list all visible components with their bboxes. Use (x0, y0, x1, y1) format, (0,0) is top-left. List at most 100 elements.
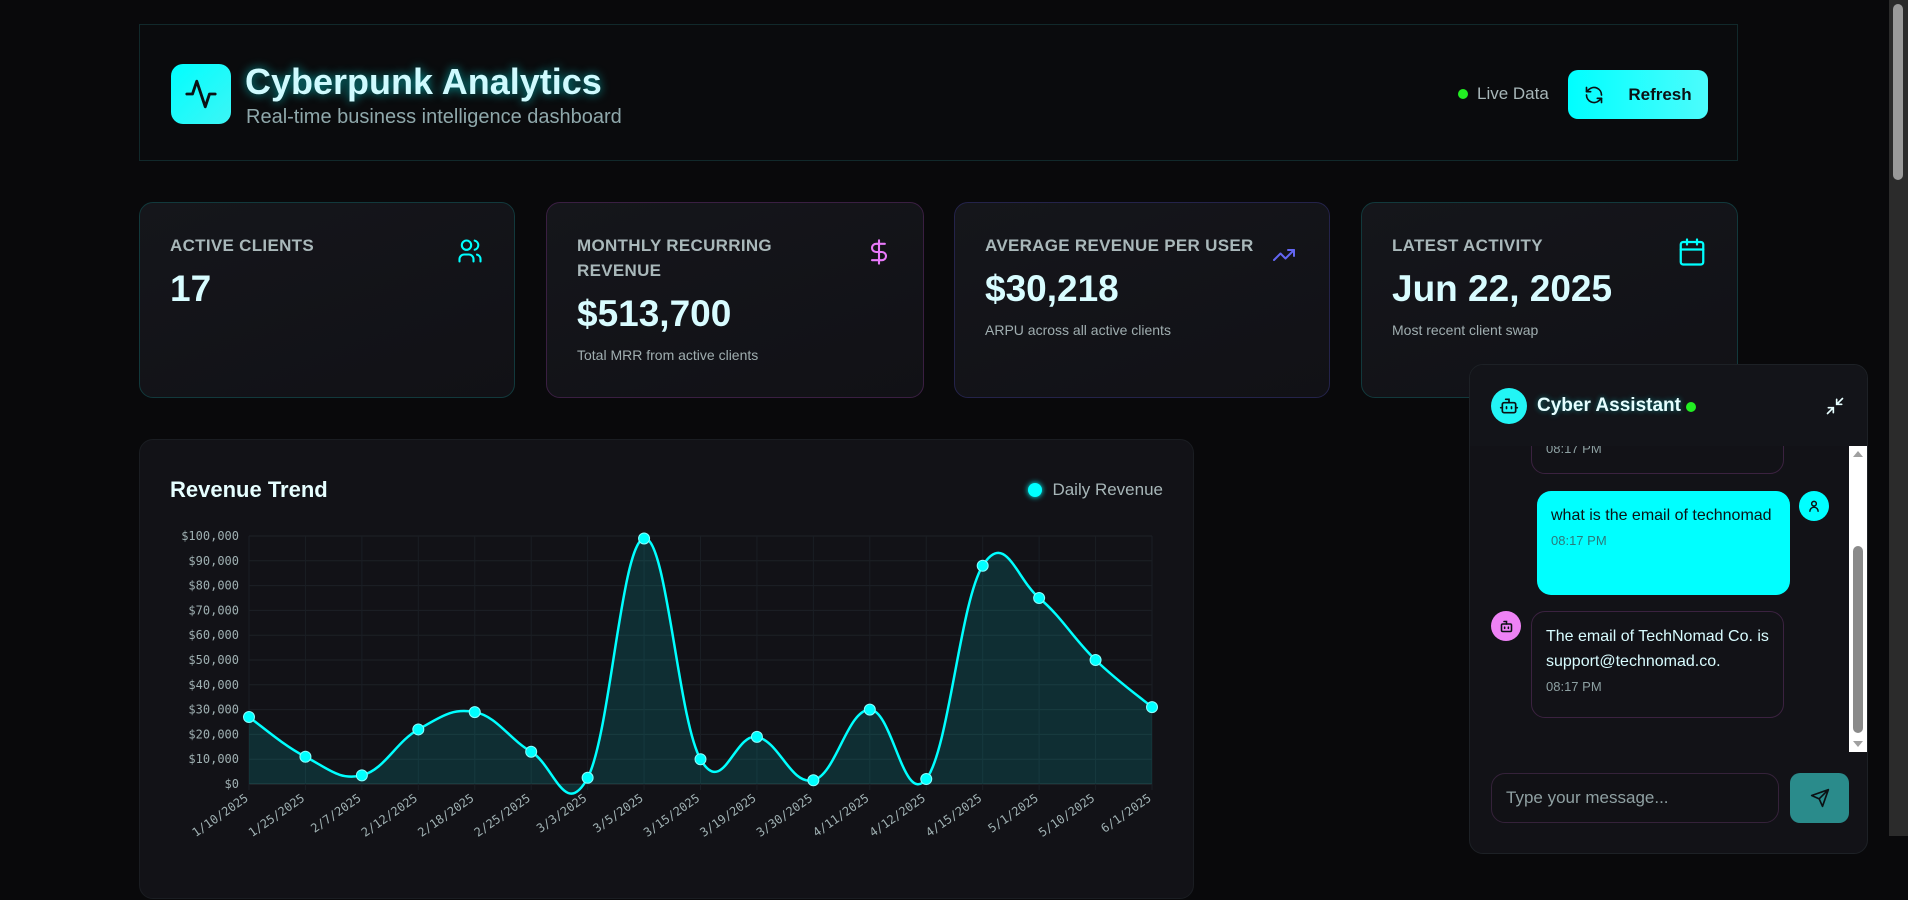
x-tick-label: 4/12/2025 (867, 791, 928, 840)
app-subtitle: Real-time business intelligence dashboar… (246, 106, 622, 128)
x-tick-label: 4/11/2025 (810, 791, 871, 840)
data-point (638, 532, 651, 545)
y-tick-label: $0 (225, 777, 239, 791)
activity-logo-icon (171, 64, 231, 124)
chat-message-input[interactable] (1491, 773, 1779, 823)
user-message: what is the email of technomad 08:17 PM (1537, 491, 1790, 595)
revenue-line-chart: $0 $10,000 $20,000 $30,000 $40,000 $50,000 $60… (181, 529, 1158, 840)
data-point (243, 711, 255, 724)
stat-card-arpu: AVERAGE REVENUE PER USER $30,218 ARPU ac… (954, 202, 1330, 398)
y-tick-label: $10,000 (188, 752, 239, 766)
legend-marker (1028, 483, 1043, 497)
refresh-label: Refresh (1628, 84, 1692, 104)
revenue-area (249, 538, 1152, 794)
refresh-icon (1586, 86, 1603, 103)
x-tick-label: 3/15/2025 (641, 791, 702, 840)
message-text: what is the email of technomad (1551, 507, 1772, 524)
dashboard-header: Cyberpunk Analytics Real-time business i… (139, 24, 1738, 161)
scrollbar-thumb[interactable] (1853, 546, 1863, 733)
y-tick-label: $20,000 (188, 727, 239, 741)
data-point (1033, 592, 1046, 604)
x-tick-label: 6/1/2025 (1098, 791, 1153, 836)
stat-label: LATEST ACTIVITY (1392, 236, 1543, 255)
revenue-trend-chart-card: Revenue Trend Daily Revenue $0 $10,000 $20… (139, 439, 1194, 899)
page-scrollbar-thumb[interactable] (1893, 4, 1903, 180)
stat-subtext: Most recent client swap (1392, 322, 1539, 338)
message-time: 08:17 PM (1546, 679, 1602, 694)
data-point (1089, 654, 1102, 666)
x-tick-label: 4/15/2025 (923, 791, 984, 840)
stat-subtext: Total MRR from active clients (577, 347, 759, 363)
data-point (863, 703, 876, 716)
x-tick-label: 3/19/2025 (697, 791, 758, 840)
page-scrollbar[interactable] (1889, 0, 1908, 836)
chart-legend[interactable]: Daily Revenue (1028, 480, 1163, 500)
send-button[interactable] (1790, 773, 1849, 823)
y-tick-label: $60,000 (188, 628, 239, 642)
bot-message: The email of TechNomad Co. is support@te… (1531, 611, 1784, 718)
chart-title: Revenue Trend (170, 477, 328, 502)
y-tick-label: $90,000 (188, 554, 239, 568)
data-point (1146, 701, 1158, 714)
y-tick-label: $30,000 (188, 703, 239, 717)
message-time: 08:17 PM (1551, 533, 1607, 548)
data-point (920, 773, 933, 786)
stat-value: 17 (170, 268, 212, 309)
x-tick-label: 2/18/2025 (415, 791, 476, 840)
x-tick-label: 1/10/2025 (189, 791, 250, 840)
chat-panel: Cyber Assistant 08:17 PM what is the ema… (1469, 364, 1868, 854)
app-title: Cyberpunk Analytics (245, 61, 602, 102)
data-point (976, 559, 989, 572)
dollar-icon (865, 237, 893, 272)
x-tick-label: 5/10/2025 (1036, 791, 1097, 840)
data-point (468, 706, 481, 719)
stat-label: ACTIVE CLIENTS (170, 236, 314, 255)
stat-value: Jun 22, 2025 (1392, 268, 1613, 309)
x-tick-label: 1/25/2025 (246, 791, 307, 840)
chat-messages: 08:17 PM what is the email of technomad … (1470, 446, 1867, 752)
message-text: The email of TechNomad Co. is support@te… (1546, 628, 1769, 670)
scroll-up-arrow-icon[interactable] (1853, 451, 1863, 457)
stat-label: MONTHLY RECURRING REVENUE (577, 236, 772, 280)
data-point (750, 730, 763, 743)
data-point (412, 723, 425, 736)
legend-label: Daily Revenue (1052, 480, 1163, 499)
minimize-icon[interactable] (1825, 396, 1845, 421)
message-time: 08:17 PM (1546, 446, 1602, 456)
x-tick-label: 2/12/2025 (359, 791, 420, 840)
stat-value: $513,700 (577, 293, 732, 334)
data-point (581, 771, 594, 784)
refresh-button[interactable]: Refresh (1568, 70, 1708, 119)
data-point (299, 750, 312, 763)
send-icon (1810, 788, 1829, 808)
y-tick-label: $80,000 (188, 579, 239, 593)
data-point (525, 745, 538, 758)
stat-label: AVERAGE REVENUE PER USER (985, 236, 1254, 255)
x-tick-label: 3/3/2025 (534, 791, 589, 836)
stat-card-active-clients: ACTIVE CLIENTS 17 (139, 202, 515, 398)
x-tick-label: 5/1/2025 (985, 791, 1040, 836)
online-status-dot (1686, 402, 1696, 412)
bot-avatar-icon (1491, 611, 1521, 641)
x-tick-label: 3/30/2025 (754, 791, 815, 840)
stat-value: $30,218 (985, 268, 1119, 309)
scroll-down-arrow-icon[interactable] (1853, 741, 1863, 747)
data-point (694, 753, 707, 766)
users-icon (456, 237, 484, 270)
bot-avatar-icon (1491, 388, 1527, 424)
calendar-icon (1677, 237, 1707, 272)
live-status-dot (1458, 89, 1468, 99)
stat-card-mrr: MONTHLY RECURRING REVENUE $513,700 Total… (546, 202, 924, 398)
live-data-label: Live Data (1477, 84, 1549, 103)
y-tick-label: $40,000 (188, 678, 239, 692)
y-tick-label: $50,000 (188, 653, 239, 667)
data-point (355, 769, 368, 782)
live-data-indicator: Live Data (1458, 84, 1549, 104)
chat-header: Cyber Assistant (1470, 365, 1867, 446)
stat-subtext: ARPU across all active clients (985, 322, 1171, 338)
chat-title: Cyber Assistant (1537, 395, 1681, 416)
user-avatar-icon (1799, 491, 1829, 521)
chat-scrollbar[interactable] (1849, 446, 1867, 752)
trending-up-icon (1269, 243, 1299, 272)
y-tick-label: $70,000 (188, 603, 239, 617)
